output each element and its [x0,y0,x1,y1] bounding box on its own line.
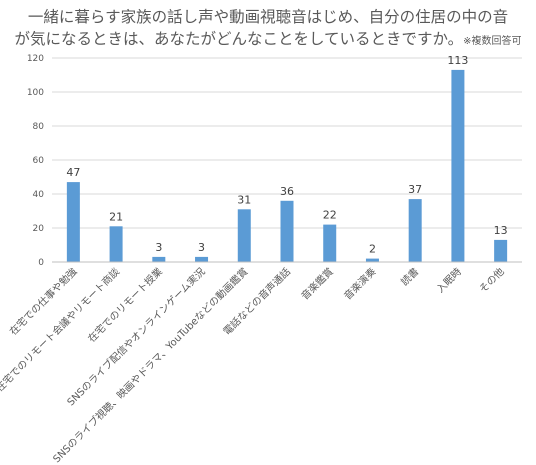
category-label: SNSのライブ視聴、映画やドラマ、YouTubeなどの動画鑑賞 [50,265,250,465]
y-tick-label: 80 [33,122,45,132]
category-label: 在宅でのリモート授業 [85,265,165,345]
category-label: その他 [476,265,506,295]
chart-title-line2-text: が気になるときは、あなたがどんなことをしているときですか。 [14,30,464,48]
data-label: 3 [155,241,162,254]
category-label: 音楽演奏 [341,265,378,302]
bars [66,69,508,263]
y-tick-label: 60 [33,156,45,166]
data-label: 47 [66,166,80,179]
y-tick-label: 120 [27,54,44,64]
category-label: 読書 [398,265,421,288]
data-label: 37 [408,183,422,196]
y-tick-label: 0 [38,258,44,268]
bar [408,199,422,262]
bar [237,209,251,262]
data-label: 2 [369,243,376,256]
y-tick-label: 100 [27,88,44,98]
bar [195,256,209,262]
data-label: 31 [237,193,251,206]
y-tick-label: 20 [33,224,45,234]
bar [365,258,379,262]
data-label: 21 [109,210,123,223]
chart-title-line1: 一緒に暮らす家族の話し声や動画視聴音はじめ、自分の住居の中の音 [27,8,509,26]
bar [66,182,80,262]
data-label: 113 [447,54,468,67]
category-labels: 在宅での仕事や勉強在宅でのリモート会議やリモート商談在宅でのリモート授業SNSの… [0,265,507,465]
chart-title: 一緒に暮らす家族の話し声や動画視聴音はじめ、自分の住居の中の音 が気になるときは… [0,6,536,53]
bar [451,69,465,263]
y-tick-label: 40 [33,190,45,200]
chart-title-note: ※複数回答可 [463,36,522,47]
data-label: 3 [198,241,205,254]
data-label: 13 [494,224,508,237]
data-label: 22 [323,209,337,222]
bar [152,256,166,262]
y-axis-ticks: 0 20 40 60 80 100 120 [27,54,44,268]
bar [280,200,294,262]
bar [494,239,508,262]
category-label: 入眠時 [434,266,464,296]
bar [323,224,337,262]
category-label: 電話などの音声通話 [220,265,293,338]
bar [109,226,123,262]
data-label: 36 [280,185,294,198]
chart-title-line2: が気になるときは、あなたがどんなことをしているときですか。※複数回答可 [0,28,536,53]
category-label: 音楽鑑賞 [298,265,335,302]
